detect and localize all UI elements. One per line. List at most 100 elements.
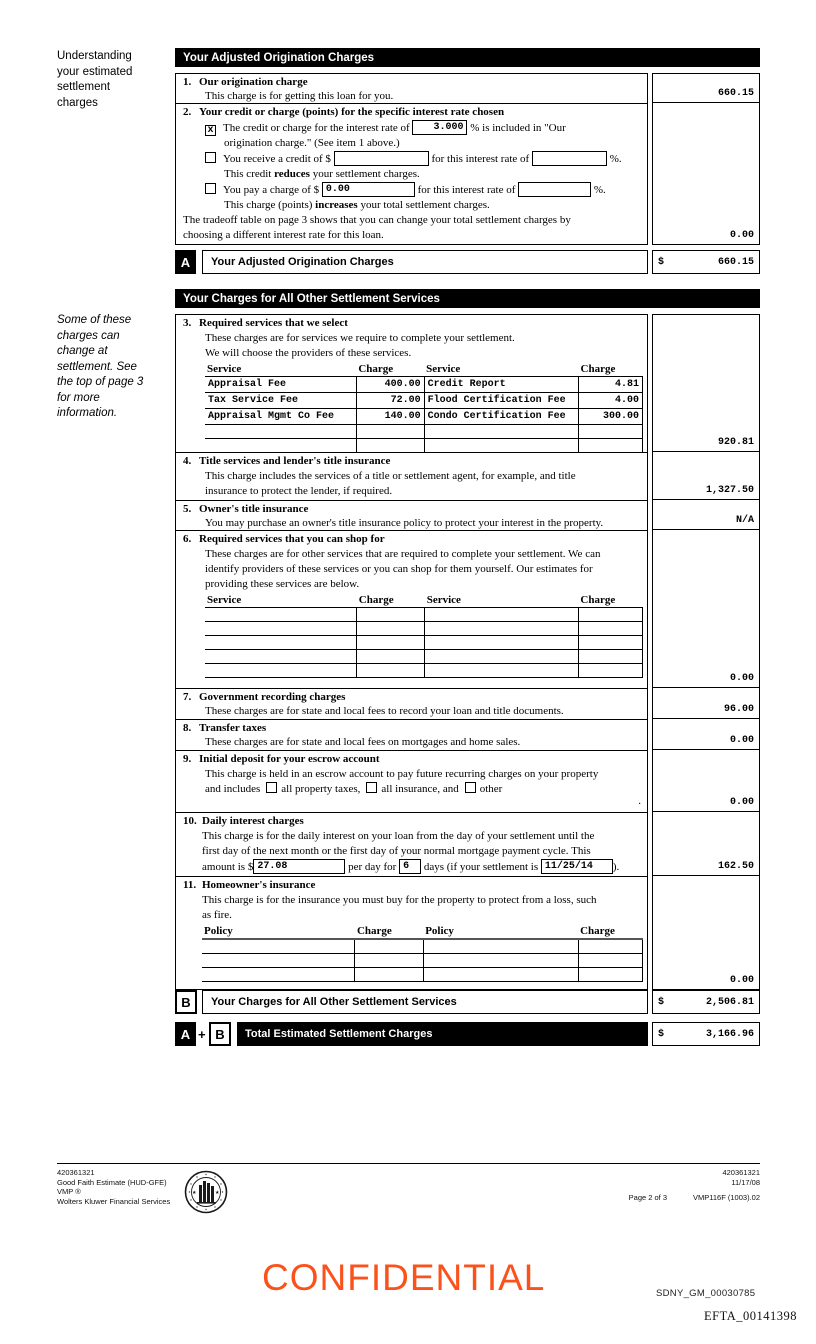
option-3-end: %. bbox=[591, 184, 606, 196]
item-6-fee-table: Service Charge Service Charge bbox=[205, 593, 644, 678]
item-5: 5. Owner's title insurance You may purcha… bbox=[176, 501, 647, 531]
table-row bbox=[205, 621, 644, 636]
item-9-body-line-1: This charge is held in an escrow account… bbox=[205, 768, 599, 780]
table-row: Appraisal Fee 400.00 Credit Report 4.81 bbox=[205, 376, 643, 393]
charge-rate-field[interactable] bbox=[518, 182, 592, 197]
table-row bbox=[205, 649, 644, 664]
option-2-line-2: This credit reduces your settlement char… bbox=[224, 167, 643, 182]
includes-label: and includes bbox=[205, 783, 261, 795]
credit-amount-field[interactable] bbox=[333, 151, 429, 166]
table-row bbox=[205, 663, 644, 678]
credit-rate-field[interactable] bbox=[531, 151, 607, 166]
service-charge: 300.00 bbox=[578, 408, 643, 425]
bates-stamp-sdny: SDNY_GM_00030785 bbox=[656, 1288, 756, 1299]
item-4-number: 4. bbox=[183, 455, 192, 467]
option-3-text: You pay a charge of $ bbox=[223, 184, 322, 196]
receive-credit-checkbox[interactable] bbox=[205, 152, 216, 163]
item-11-amount: 0.00 bbox=[729, 975, 754, 986]
amount-label: amount is $ bbox=[202, 861, 254, 873]
form-code: VMP116F (1003).02 bbox=[693, 1193, 760, 1202]
table-row: Tax Service Fee 72.00 Flood Certification … bbox=[205, 392, 643, 409]
item-7-body: These charges are for state and local fe… bbox=[205, 705, 564, 717]
section-a-title: Your Adjusted Origination Charges bbox=[183, 51, 375, 64]
credit-charge-included-checkbox[interactable]: x bbox=[205, 125, 216, 136]
item-1-value: 660.15 bbox=[653, 74, 759, 103]
item-9-body-line-2: and includes all property taxes, all insur… bbox=[205, 782, 643, 797]
charge-increases-post: your total settlement charges. bbox=[357, 199, 490, 211]
item-6-amount: 0.00 bbox=[729, 673, 754, 684]
insurance-label: all insurance, and bbox=[381, 783, 459, 795]
charge-amount-field[interactable]: 0.00 bbox=[321, 182, 415, 197]
item-6-number: 6. bbox=[183, 533, 192, 545]
item-7-amount: 96.00 bbox=[723, 704, 754, 715]
item-8-value: 0.00 bbox=[653, 719, 759, 750]
service-name: Credit Report bbox=[424, 376, 580, 393]
item-9-value: 0.00 bbox=[653, 750, 759, 812]
option-2-mid: for this interest rate of bbox=[428, 153, 532, 165]
other-checkbox[interactable] bbox=[464, 782, 476, 793]
per-day-label: per day for bbox=[345, 861, 400, 873]
credit-reduces-post: your settlement charges. bbox=[309, 168, 420, 180]
item-11: 11. Homeowner's insurance This charge is … bbox=[176, 877, 647, 987]
pay-charge-checkbox[interactable] bbox=[205, 183, 216, 194]
item-1: 1. Our origination charge This charge is … bbox=[176, 74, 647, 104]
item-8-amount: 0.00 bbox=[729, 735, 754, 746]
item-7-value: 96.00 bbox=[653, 688, 759, 719]
settlement-date-field[interactable]: 11/25/14 bbox=[540, 859, 613, 874]
days-field[interactable]: 6 bbox=[399, 859, 422, 874]
service-name: Appraisal Mgmt Co Fee bbox=[205, 408, 357, 425]
service-name: Flood Certification Fee bbox=[424, 392, 580, 409]
item-11-body: This charge is for the insurance you mus… bbox=[202, 894, 597, 921]
item-2-amount: 0.00 bbox=[729, 230, 754, 241]
option-2-text: You receive a credit of $ bbox=[223, 153, 334, 165]
confidential-watermark: CONFIDENTIAL bbox=[262, 1257, 546, 1298]
property-taxes-checkbox[interactable] bbox=[266, 782, 278, 793]
item-10-amount: 162.50 bbox=[717, 861, 754, 872]
summary-a-label: Your Adjusted Origination Charges bbox=[202, 250, 648, 274]
item-1-amount: 660.15 bbox=[717, 88, 754, 99]
item-1-body: This charge is for getting this loan for… bbox=[205, 90, 394, 102]
item-7-number: 7. bbox=[183, 691, 192, 703]
table-row bbox=[202, 953, 644, 968]
grand-total-letter-a: A bbox=[175, 1022, 196, 1046]
insurance-checkbox[interactable] bbox=[366, 782, 378, 793]
item-2-tradeoff-note: The tradeoff table on page 3 shows that … bbox=[183, 214, 571, 241]
service-name: Appraisal Fee bbox=[205, 376, 357, 393]
item-4-body: This charge includes the services of a t… bbox=[205, 470, 576, 497]
option-1-text: The credit or charge for the interest ra… bbox=[223, 122, 413, 134]
col-policy-2: Policy bbox=[423, 924, 579, 940]
other-label: other bbox=[479, 783, 503, 795]
footer-right: 420361321 11/17/08 bbox=[722, 1168, 760, 1187]
table-row bbox=[202, 939, 644, 954]
service-charge: 140.00 bbox=[356, 408, 425, 425]
item-10-title: Daily interest charges bbox=[202, 815, 304, 827]
item-9-number: 9. bbox=[183, 753, 192, 765]
hud-seal-icon: ★ ★ bbox=[184, 1169, 228, 1220]
daily-interest-amount-field[interactable]: 27.08 bbox=[253, 859, 346, 874]
interest-rate-field[interactable]: 3.000 bbox=[412, 120, 468, 135]
item-11-value: 0.00 bbox=[653, 876, 759, 989]
item-8: 8. Transfer taxes These charges are for s… bbox=[176, 720, 647, 751]
item-10-number: 10. bbox=[183, 815, 197, 827]
item-3-title: Required services that we select bbox=[199, 317, 348, 329]
col-service-2: Service bbox=[424, 362, 579, 377]
item-2: 2. Your credit or charge (points) for the… bbox=[176, 104, 647, 243]
summary-b-value: $ 2,506.81 bbox=[652, 990, 760, 1014]
svg-text:★: ★ bbox=[192, 1190, 197, 1196]
footer-vmp: VMP ® bbox=[57, 1187, 81, 1196]
table-row bbox=[202, 967, 644, 982]
item-5-number: 5. bbox=[183, 503, 192, 515]
item-3-amount: 920.81 bbox=[717, 437, 754, 448]
item-10-body: This charge is for the daily interest on… bbox=[202, 830, 595, 857]
item-2-option-3: You pay a charge of $ 0.00 for this inte… bbox=[205, 182, 643, 198]
summary-a-value: $ 660.15 bbox=[652, 250, 760, 274]
page-indicator: Page 2 of 3 bbox=[628, 1193, 668, 1202]
item-9-title: Initial deposit for your escrow account bbox=[199, 753, 380, 765]
footer-right-date: 11/17/08 bbox=[731, 1177, 760, 1187]
section-b-title: Your Charges for All Other Settlement Se… bbox=[183, 292, 440, 305]
option-3-line-2: This charge (points) increases your tota… bbox=[224, 198, 643, 213]
bates-stamp-efta: EFTA_00141398 bbox=[704, 1309, 797, 1323]
summary-b-label: Your Charges for All Other Settlement Se… bbox=[202, 990, 648, 1014]
option-1-line-2: origination charge." (See item 1 above.) bbox=[224, 137, 400, 149]
